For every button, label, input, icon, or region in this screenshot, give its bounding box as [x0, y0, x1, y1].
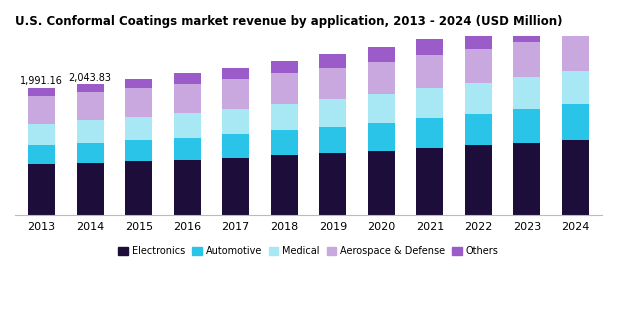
Bar	[562, 35, 589, 71]
Bar	[320, 127, 346, 153]
Bar	[174, 138, 201, 160]
Bar	[28, 145, 55, 164]
Legend: Electronics, Automotive, Medical, Aerospace & Defense, Others: Electronics, Automotive, Medical, Aerosp…	[114, 242, 503, 260]
Bar	[320, 68, 346, 99]
Bar	[513, 42, 540, 77]
Bar	[513, 143, 540, 215]
Bar	[271, 104, 297, 130]
Bar	[77, 92, 104, 121]
Bar	[465, 114, 492, 145]
Text: U.S. Conformal Coatings market revenue by application, 2013 - 2024 (USD Million): U.S. Conformal Coatings market revenue b…	[15, 15, 563, 28]
Bar	[174, 73, 201, 84]
Bar	[28, 88, 55, 96]
Bar	[28, 96, 55, 123]
Bar	[368, 94, 395, 122]
Bar	[222, 134, 249, 158]
Bar	[222, 109, 249, 134]
Bar	[513, 77, 540, 109]
Bar	[465, 145, 492, 215]
Bar	[271, 73, 297, 104]
Bar	[562, 71, 589, 104]
Bar	[125, 117, 152, 140]
Bar	[368, 122, 395, 151]
Bar	[28, 164, 55, 215]
Bar	[222, 79, 249, 109]
Bar	[416, 118, 443, 148]
Bar	[77, 84, 104, 92]
Bar	[562, 104, 589, 140]
Bar	[368, 151, 395, 215]
Bar	[174, 84, 201, 113]
Text: 2,043.83: 2,043.83	[68, 73, 112, 83]
Bar	[174, 113, 201, 138]
Bar	[271, 130, 297, 155]
Bar	[125, 161, 152, 215]
Bar	[320, 99, 346, 127]
Bar	[77, 163, 104, 215]
Bar	[465, 83, 492, 114]
Bar	[513, 109, 540, 143]
Bar	[416, 148, 443, 215]
Bar	[513, 23, 540, 42]
Bar	[77, 143, 104, 163]
Bar	[222, 68, 249, 79]
Bar	[416, 55, 443, 88]
Bar	[222, 158, 249, 215]
Bar	[465, 31, 492, 49]
Bar	[368, 47, 395, 62]
Bar	[562, 14, 589, 35]
Bar	[416, 88, 443, 118]
Bar	[320, 153, 346, 215]
Bar	[125, 140, 152, 161]
Text: 1,991.16: 1,991.16	[20, 76, 63, 87]
Bar	[271, 155, 297, 215]
Bar	[125, 88, 152, 117]
Bar	[174, 160, 201, 215]
Bar	[465, 49, 492, 83]
Bar	[271, 61, 297, 73]
Bar	[562, 140, 589, 215]
Bar	[28, 123, 55, 145]
Bar	[77, 121, 104, 143]
Bar	[320, 54, 346, 68]
Bar	[125, 78, 152, 88]
Bar	[368, 62, 395, 94]
Bar	[416, 39, 443, 55]
